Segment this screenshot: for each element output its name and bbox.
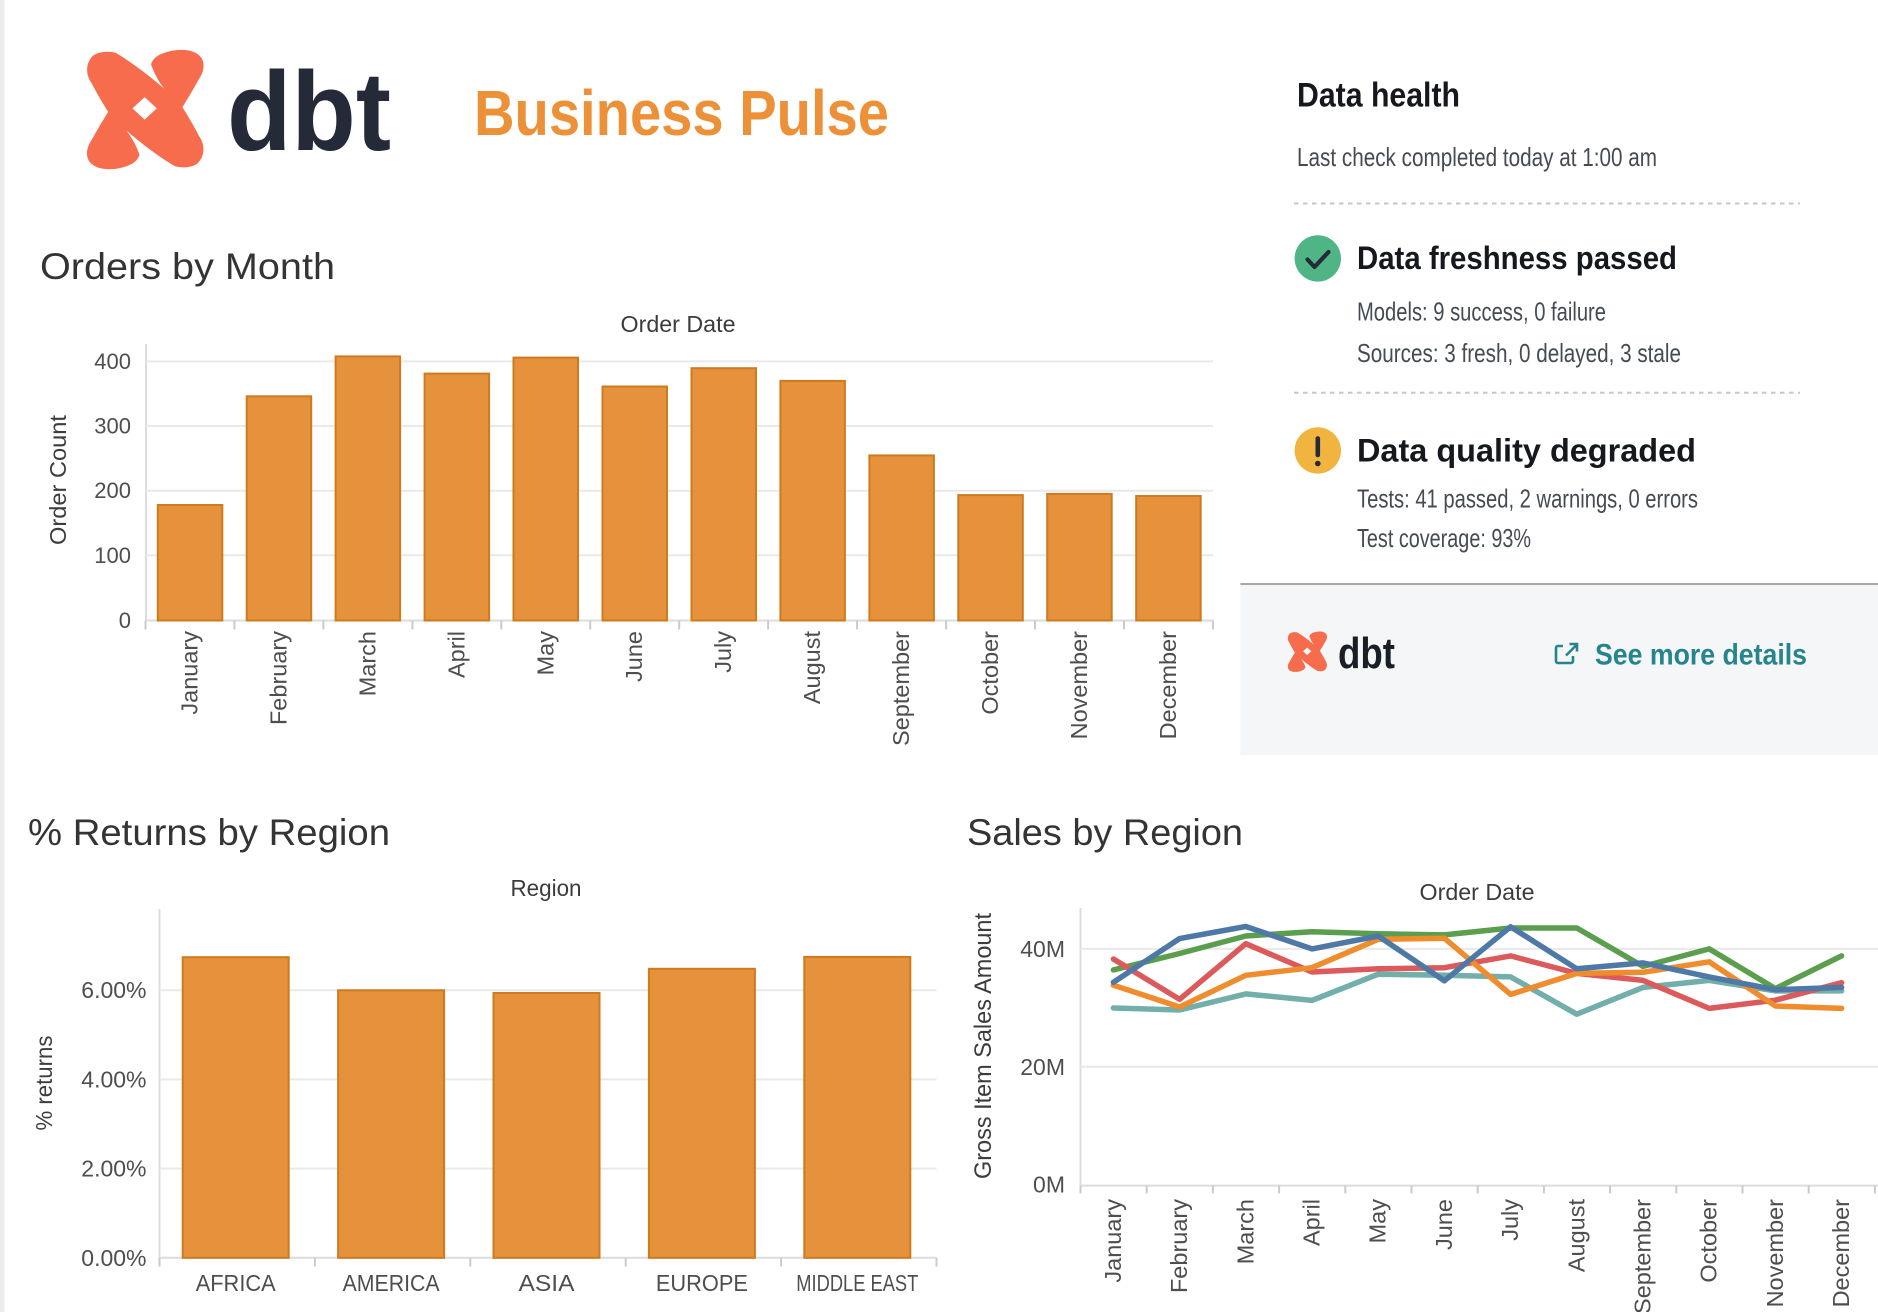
svg-text:September: September bbox=[888, 631, 914, 746]
svg-text:See more details: See more details bbox=[1595, 639, 1807, 672]
svg-text:January: January bbox=[177, 631, 203, 715]
svg-text:dbt: dbt bbox=[227, 49, 391, 174]
svg-text:2.00%: 2.00% bbox=[81, 1156, 146, 1182]
svg-text:August: August bbox=[799, 631, 825, 705]
svg-text:ASIA: ASIA bbox=[519, 1270, 575, 1296]
svg-text:AFRICA: AFRICA bbox=[196, 1270, 276, 1296]
svg-text:April: April bbox=[443, 631, 469, 678]
svg-text:Test coverage: 93%: Test coverage: 93% bbox=[1357, 523, 1531, 553]
svg-text:May: May bbox=[532, 631, 558, 676]
svg-text:Data quality degraded: Data quality degraded bbox=[1357, 433, 1696, 469]
svg-text:September: September bbox=[1630, 1199, 1656, 1312]
svg-text:March: March bbox=[354, 631, 380, 696]
svg-text:AMERICA: AMERICA bbox=[343, 1270, 440, 1296]
svg-text:40M: 40M bbox=[1020, 936, 1065, 962]
svg-text:% returns: % returns bbox=[31, 1036, 57, 1131]
svg-text:300: 300 bbox=[94, 414, 131, 439]
svg-text:6.00%: 6.00% bbox=[81, 977, 146, 1003]
svg-text:100: 100 bbox=[94, 543, 131, 568]
svg-text:October: October bbox=[1696, 1199, 1722, 1283]
svg-text:Tests: 41 passed, 2 warnings,: Tests: 41 passed, 2 warnings, 0 errors bbox=[1357, 484, 1698, 514]
svg-text:July: July bbox=[1497, 1199, 1523, 1241]
svg-text:June: June bbox=[1431, 1199, 1457, 1250]
svg-text:Order Date: Order Date bbox=[621, 311, 736, 337]
svg-text:December: December bbox=[1828, 1199, 1854, 1308]
svg-text:Gross Item Sales Amount: Gross Item Sales Amount bbox=[970, 913, 997, 1179]
svg-text:October: October bbox=[977, 631, 1003, 715]
svg-text:November: November bbox=[1762, 1199, 1788, 1308]
svg-text:Business Pulse: Business Pulse bbox=[474, 77, 889, 149]
svg-text:Sales by Region: Sales by Region bbox=[967, 812, 1243, 853]
svg-text:February: February bbox=[1166, 1199, 1192, 1293]
svg-text:EUROPE: EUROPE bbox=[656, 1270, 748, 1296]
svg-text:200: 200 bbox=[94, 478, 131, 503]
svg-text:Sources: 3 fresh, 0 delayed, 3: Sources: 3 fresh, 0 delayed, 3 stale bbox=[1357, 338, 1681, 368]
svg-text:Last check completed today at: Last check completed today at 1:00 am bbox=[1297, 142, 1657, 172]
svg-text:Region: Region bbox=[511, 875, 582, 901]
svg-text:% Returns by Region: % Returns by Region bbox=[28, 812, 390, 853]
svg-text:Order Date: Order Date bbox=[1420, 879, 1535, 905]
svg-text:0: 0 bbox=[119, 608, 131, 633]
svg-text:400: 400 bbox=[94, 349, 131, 374]
svg-text:Orders by Month: Orders by Month bbox=[40, 246, 335, 287]
svg-text:January: January bbox=[1100, 1199, 1126, 1283]
svg-text:March: March bbox=[1232, 1199, 1258, 1264]
svg-text:July: July bbox=[710, 631, 736, 673]
svg-text:Order Count: Order Count bbox=[45, 414, 71, 545]
svg-text:Data freshness passed: Data freshness passed bbox=[1357, 240, 1677, 276]
svg-text:Data health: Data health bbox=[1297, 77, 1460, 115]
svg-text:February: February bbox=[265, 631, 291, 725]
svg-text:May: May bbox=[1365, 1199, 1391, 1244]
svg-text:December: December bbox=[1155, 631, 1181, 740]
svg-text:0.00%: 0.00% bbox=[81, 1245, 146, 1271]
svg-text:April: April bbox=[1299, 1199, 1325, 1246]
svg-text:dbt: dbt bbox=[1338, 629, 1395, 678]
svg-text:Models: 9 success, 0 failure: Models: 9 success, 0 failure bbox=[1357, 297, 1606, 327]
svg-text:4.00%: 4.00% bbox=[81, 1066, 146, 1092]
svg-text:MIDDLE EAST: MIDDLE EAST bbox=[796, 1270, 918, 1296]
svg-text:0M: 0M bbox=[1033, 1172, 1065, 1198]
svg-text:June: June bbox=[621, 631, 647, 682]
svg-text:November: November bbox=[1066, 631, 1092, 740]
svg-text:20M: 20M bbox=[1020, 1054, 1065, 1080]
svg-text:August: August bbox=[1563, 1199, 1589, 1273]
